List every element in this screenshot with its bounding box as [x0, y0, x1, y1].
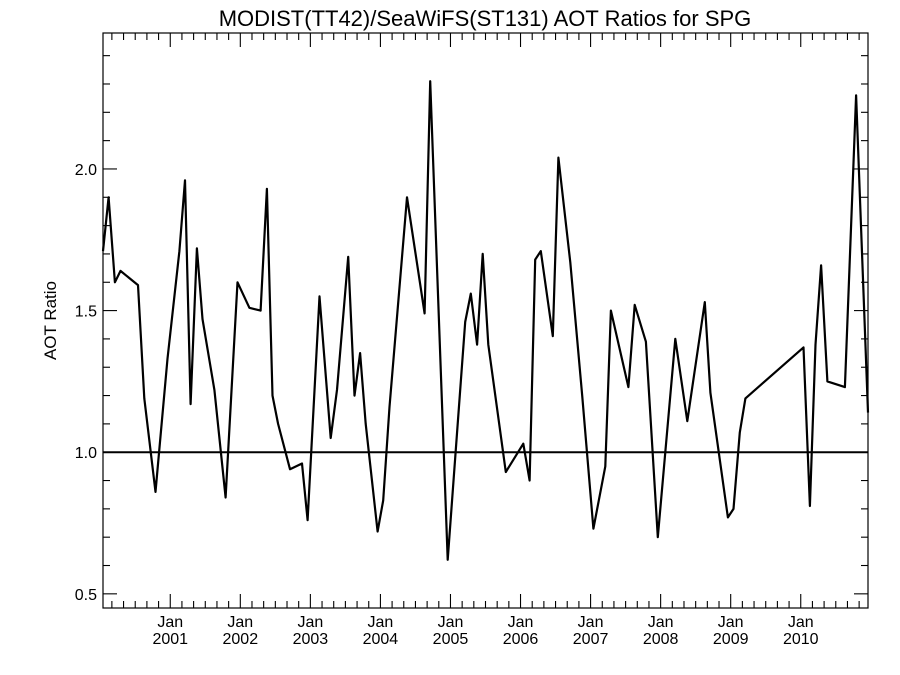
y-axis-label: AOT Ratio — [41, 281, 60, 360]
x-tick-label-month: Jan — [157, 614, 183, 631]
x-tick-label-year: 2010 — [783, 631, 819, 648]
tick-labels: 0.51.01.52.0Jan2001Jan2002Jan2003Jan2004… — [75, 162, 819, 648]
x-tick-label-month: Jan — [578, 614, 604, 631]
plot-frame — [102, 32, 869, 609]
x-tick-label-month: Jan — [227, 614, 253, 631]
x-tick-label-year: 2005 — [433, 631, 469, 648]
axis-ticks — [103, 33, 868, 608]
x-tick-label-year: 2004 — [363, 631, 399, 648]
y-tick-label: 0.5 — [75, 587, 97, 604]
x-tick-label-year: 2002 — [223, 631, 259, 648]
y-tick-label: 1.5 — [75, 304, 97, 321]
y-tick-label: 1.0 — [75, 445, 97, 462]
x-tick-label-month: Jan — [788, 614, 814, 631]
x-tick-label-month: Jan — [718, 614, 744, 631]
plot-marks — [101, 80, 870, 561]
x-tick-label-year: 2009 — [713, 631, 749, 648]
chart-title: MODIST(TT42)/SeaWiFS(ST131) AOT Ratios f… — [219, 6, 752, 31]
x-tick-label-year: 2003 — [293, 631, 329, 648]
x-tick-label-year: 2008 — [643, 631, 679, 648]
x-tick-label-month: Jan — [508, 614, 534, 631]
y-tick-label: 2.0 — [75, 162, 97, 179]
x-tick-label-year: 2007 — [573, 631, 609, 648]
x-tick-label-year: 2001 — [152, 631, 188, 648]
x-tick-label-month: Jan — [297, 614, 323, 631]
x-tick-label-year: 2006 — [503, 631, 539, 648]
x-tick-label-month: Jan — [368, 614, 394, 631]
x-tick-label-month: Jan — [648, 614, 674, 631]
series-line-0 — [101, 80, 870, 561]
x-tick-label-month: Jan — [438, 614, 464, 631]
